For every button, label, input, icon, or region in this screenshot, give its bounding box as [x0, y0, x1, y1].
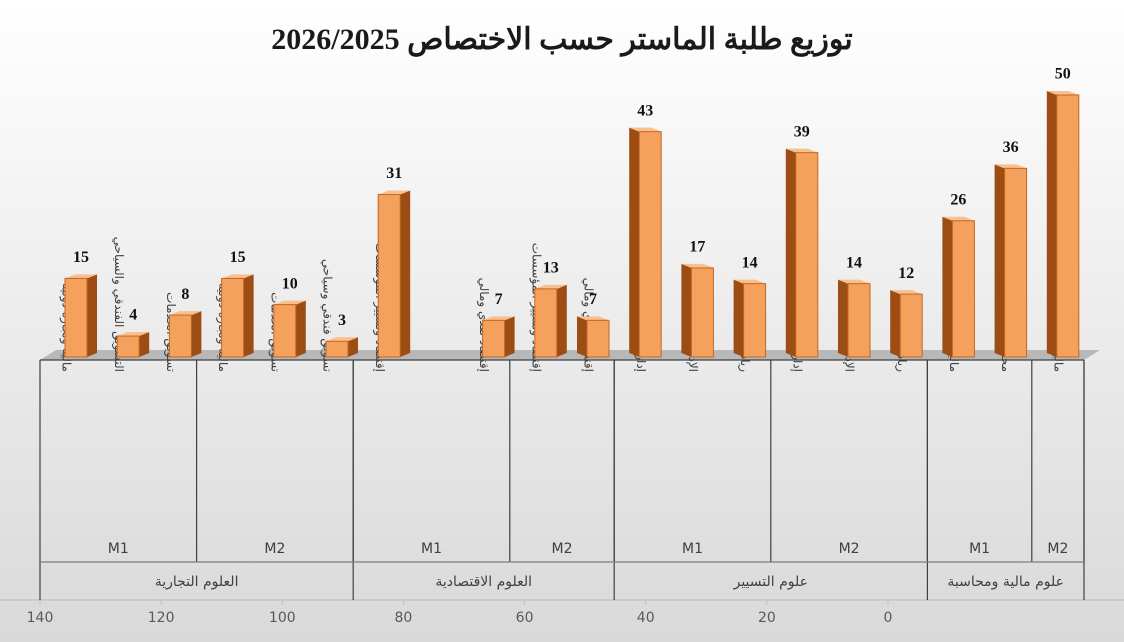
value-label: 31	[386, 165, 402, 182]
bar	[221, 277, 245, 358]
bar	[116, 335, 140, 358]
bar	[168, 314, 192, 358]
value-label: 15	[73, 249, 89, 266]
bar-top	[577, 316, 609, 321]
bar-side	[890, 290, 901, 357]
bar-top	[942, 216, 975, 221]
bar-side	[942, 216, 953, 357]
value-label: 17	[689, 239, 705, 256]
bar-top	[169, 311, 202, 316]
bar-top	[785, 148, 818, 153]
x2-tick-label: 80	[395, 610, 413, 626]
bar	[377, 194, 401, 358]
bar-side	[994, 164, 1005, 357]
subgroup-label: M1	[969, 541, 990, 557]
bar	[325, 340, 349, 358]
value-label: 43	[637, 102, 653, 119]
bar-side	[400, 190, 411, 357]
bar-side	[629, 127, 640, 358]
value-label: 3	[338, 312, 346, 329]
bar	[638, 131, 662, 358]
value-label: 14	[846, 254, 862, 271]
value-label: 14	[742, 254, 758, 271]
bar	[690, 267, 714, 358]
bar-top	[534, 284, 567, 289]
value-label: 10	[282, 275, 298, 292]
bar-side	[785, 148, 796, 357]
subgroup-label: M1	[421, 541, 442, 557]
subgroup-label: M2	[1047, 541, 1068, 557]
bar-top	[65, 274, 97, 279]
bar	[534, 288, 558, 358]
bar-top	[994, 164, 1027, 169]
value-label: 50	[1055, 66, 1071, 83]
bar-top	[273, 300, 306, 305]
bar-top	[890, 290, 923, 295]
bar-top	[378, 190, 411, 195]
subgroup-label: M2	[839, 541, 860, 557]
value-label: 7	[495, 291, 503, 308]
group-label: علوم مالية ومحاسبة	[947, 574, 1064, 590]
bar	[847, 283, 871, 358]
bar-side	[733, 279, 744, 357]
bar	[951, 220, 975, 358]
subgroup-label: M1	[108, 541, 129, 557]
bar	[1056, 94, 1080, 358]
bar	[899, 293, 923, 358]
bar-side	[556, 284, 567, 357]
chart-title: توزيع طلبة الماستر حسب الاختصاص 2026/202…	[271, 23, 852, 57]
value-label: 13	[543, 260, 559, 277]
bar	[482, 319, 506, 358]
bar-side	[139, 332, 150, 357]
bar-top	[838, 279, 870, 284]
value-label: 39	[794, 123, 810, 140]
x2-tick-label: 0	[884, 610, 893, 626]
bar	[273, 304, 297, 358]
value-label: 15	[230, 249, 246, 266]
x2-tick-label: 40	[637, 610, 655, 626]
bar	[586, 319, 610, 358]
x2-tick-label: 100	[269, 610, 296, 626]
x2-tick-label: 20	[758, 610, 776, 626]
x2-tick-label: 60	[516, 610, 534, 626]
bar	[1004, 167, 1028, 358]
bar-top	[117, 332, 150, 337]
bar-top	[1046, 91, 1079, 95]
group-label: العلوم التجارية	[155, 574, 239, 590]
bar-side	[504, 316, 515, 357]
value-label: 12	[898, 265, 914, 282]
bar-top	[482, 316, 515, 321]
bar-side	[577, 316, 587, 357]
bar-top	[221, 274, 254, 279]
bar-side	[681, 263, 692, 357]
value-label: 7	[589, 291, 597, 308]
bar-side	[1046, 91, 1057, 357]
bar-top	[681, 263, 714, 268]
bar-side	[348, 337, 358, 357]
group-label: علوم التسيير	[733, 574, 808, 590]
group-label: العلوم الاقتصادية	[435, 574, 532, 590]
bar	[64, 277, 88, 358]
bar-top	[326, 337, 358, 342]
bar-side	[243, 274, 254, 357]
x2-tick-label: 120	[148, 610, 175, 626]
value-label: 4	[129, 307, 137, 324]
bar	[795, 152, 819, 358]
subgroup-label: M2	[552, 541, 573, 557]
subgroup-label: M2	[264, 541, 285, 557]
value-label: 8	[181, 286, 189, 303]
value-label: 26	[950, 191, 966, 208]
bar-side	[191, 311, 202, 357]
bar-side	[838, 279, 848, 357]
bar-top	[733, 279, 766, 284]
subgroup-label: M1	[682, 541, 703, 557]
bar-side	[295, 300, 306, 357]
bar-side	[87, 274, 97, 357]
bar-top	[629, 127, 662, 132]
x2-tick-label: 140	[27, 610, 54, 626]
bar	[743, 283, 767, 358]
value-label: 36	[1003, 139, 1019, 156]
